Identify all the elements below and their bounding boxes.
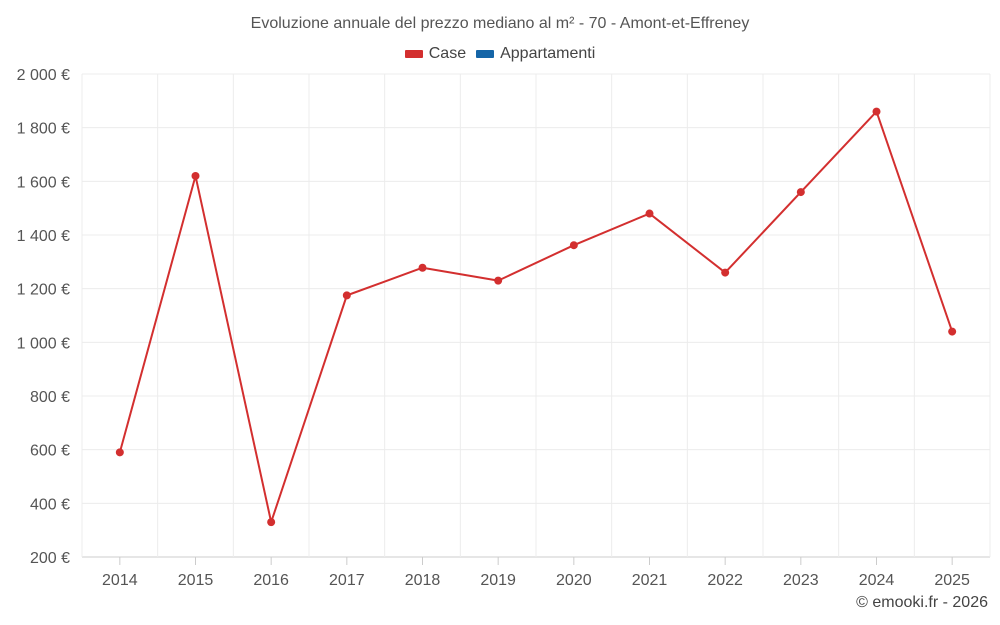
data-point: [418, 263, 427, 272]
y-tick-label: 1 400 €: [17, 228, 70, 245]
x-tick-label: 2022: [707, 572, 743, 589]
data-point: [872, 107, 881, 116]
x-tick-label: 2025: [934, 572, 970, 589]
data-point: [342, 291, 351, 300]
data-point: [721, 268, 730, 277]
y-tick-label: 600 €: [30, 443, 70, 460]
data-point: [267, 518, 276, 527]
legend-swatch-appartamenti: [476, 50, 495, 58]
series-line-case: [118, 110, 954, 524]
data-point: [191, 171, 200, 180]
x-tick-label: 2024: [859, 572, 895, 589]
y-tick-label: 400 €: [30, 496, 70, 513]
y-tick-label: 1 200 €: [17, 282, 70, 299]
data-point: [494, 276, 503, 285]
chart-legend: Case Appartamenti: [0, 45, 1000, 63]
y-tick-label: 1 000 €: [17, 335, 70, 352]
x-tick-label: 2020: [556, 572, 592, 589]
y-tick-label: 200 €: [30, 550, 70, 567]
chart-title: Evoluzione annuale del prezzo mediano al…: [250, 15, 750, 32]
legend-label-appartamenti: Appartamenti: [500, 45, 596, 62]
x-tick-label: 2016: [253, 572, 289, 589]
legend-label-case: Case: [428, 45, 467, 62]
legend-swatch-case: [404, 50, 423, 58]
x-tick-label: 2023: [783, 572, 819, 589]
x-tick-label: 2021: [632, 572, 668, 589]
data-point: [115, 448, 124, 457]
y-tick-label: 1 600 €: [17, 174, 70, 191]
legend-item-case[interactable]: Case: [404, 45, 467, 63]
y-tick-label: 1 800 €: [17, 121, 70, 138]
legend-item-appartamenti[interactable]: Appartamenti: [476, 45, 595, 63]
x-tick-label: 2014: [102, 572, 138, 589]
x-tick-label: 2015: [178, 572, 214, 589]
data-point: [796, 188, 805, 197]
data-point: [948, 327, 957, 336]
x-tick-label: 2019: [480, 572, 516, 589]
y-tick-label: 800 €: [30, 389, 70, 406]
x-tick-label: 2018: [405, 572, 441, 589]
copyright-credit: © emooki.fr - 2026: [856, 594, 988, 611]
y-tick-label: 2 000 €: [17, 67, 70, 84]
x-tick-label: 2017: [329, 572, 365, 589]
data-point: [569, 241, 578, 250]
data-point: [645, 209, 654, 218]
